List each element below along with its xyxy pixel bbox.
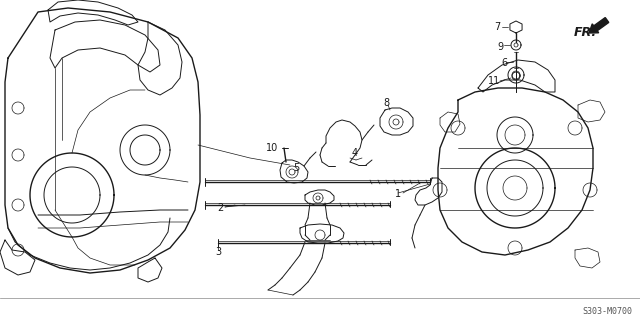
Text: 3: 3 bbox=[215, 247, 221, 257]
Text: 4: 4 bbox=[352, 148, 358, 158]
Text: 2: 2 bbox=[217, 203, 223, 213]
FancyArrow shape bbox=[589, 17, 609, 33]
Text: 11: 11 bbox=[488, 76, 500, 86]
Text: S303-M0700: S303-M0700 bbox=[582, 308, 632, 316]
Text: FR.: FR. bbox=[573, 25, 596, 38]
Text: 10: 10 bbox=[266, 143, 278, 153]
Text: 5: 5 bbox=[293, 163, 299, 173]
Text: 1: 1 bbox=[395, 189, 401, 199]
Text: 8: 8 bbox=[383, 98, 389, 108]
Text: 7: 7 bbox=[493, 22, 500, 32]
Text: 6: 6 bbox=[502, 58, 508, 68]
Text: 9: 9 bbox=[498, 42, 504, 52]
